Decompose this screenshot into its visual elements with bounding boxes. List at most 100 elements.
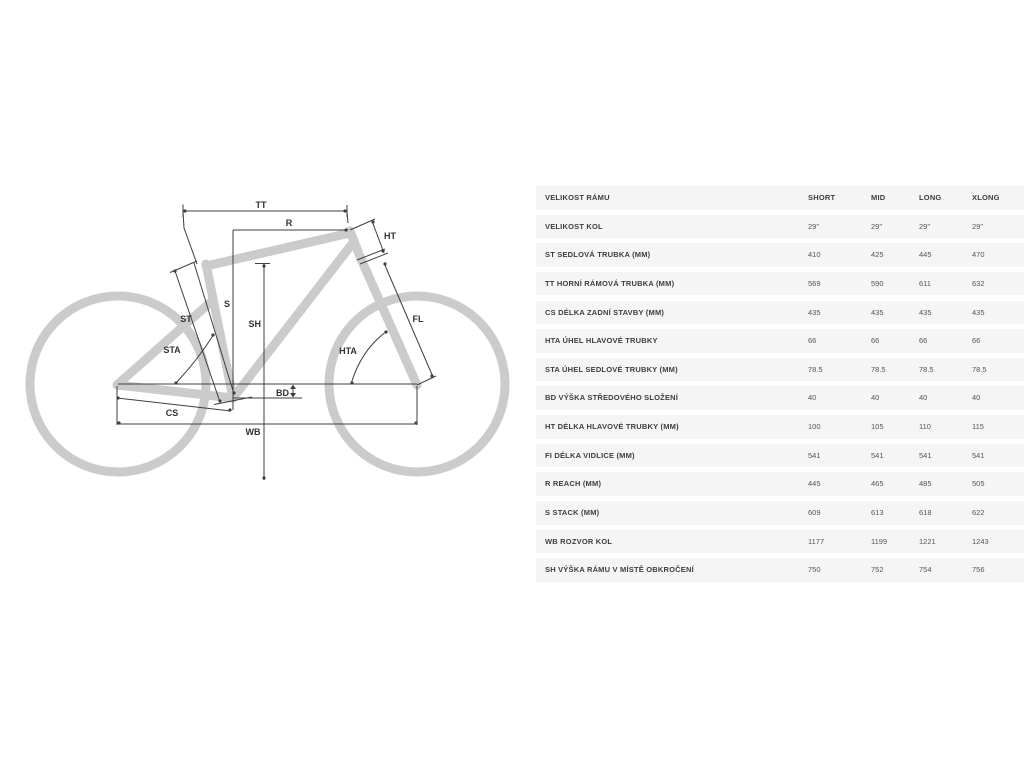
- row-label: STA ÚHEL SEDLOVÉ TRUBKY (MM): [545, 364, 678, 374]
- downtube: [228, 239, 357, 403]
- bike-geometry-diagram: TT R HT S SH ST STA FL HTA BD CS WB: [25, 200, 510, 480]
- cell-value: 505: [972, 479, 985, 489]
- cell-value: 613: [871, 508, 884, 518]
- row-label: VELIKOST KOL: [545, 221, 603, 231]
- cell-value: 66: [808, 336, 817, 346]
- fl-dimension: [383, 262, 437, 386]
- label-bd: BD: [276, 388, 289, 398]
- label-s: S: [224, 299, 230, 309]
- cell-value: 485: [919, 479, 932, 489]
- cell-value: 1221: [919, 536, 936, 546]
- cell-value: 435: [919, 307, 932, 317]
- row-label: FI DÉLKA VIDLICE (MM): [545, 450, 635, 460]
- label-st: ST: [180, 314, 192, 324]
- sta-angle-arc: [174, 333, 215, 385]
- cell-value: 29": [808, 221, 820, 231]
- table-header-label: VELIKOST RÁMU: [545, 193, 610, 202]
- table-row: WB ROZVOR KOL 1177 1199 1221 1243: [536, 529, 1024, 554]
- cell-value: 78.5: [871, 364, 886, 374]
- bd-arrow-down: [290, 393, 296, 398]
- cell-value: 590: [871, 278, 884, 288]
- table-row: TT HORNÍ RÁMOVÁ TRUBKA (MM) 569 590 611 632: [536, 271, 1024, 296]
- dimension-markers: [116, 209, 434, 480]
- bd-arrow-up: [290, 384, 296, 389]
- cell-value: 470: [972, 250, 985, 260]
- cell-value: 66: [919, 336, 928, 346]
- cell-value: 425: [871, 250, 884, 260]
- label-cs: CS: [166, 408, 179, 418]
- row-label: CS DÉLKA ZADNÍ STAVBY (MM): [545, 307, 665, 317]
- seatstay: [112, 295, 218, 390]
- cell-value: 110: [919, 422, 931, 432]
- cell-value: 66: [871, 336, 880, 346]
- cell-value: 100: [808, 422, 821, 432]
- cell-value: 541: [871, 450, 884, 460]
- table-row: HT DÉLKA HLAVOVÉ TRUBKY (MM) 100 105 110 115: [536, 415, 1024, 439]
- cell-value: 78.5: [972, 364, 987, 374]
- ht-dimension: [349, 218, 385, 254]
- table-row: FI DÉLKA VIDLICE (MM) 541 541 541 541: [536, 443, 1024, 468]
- row-label: HTA ÚHEL HLAVOVÉ TRUBKY: [545, 336, 658, 346]
- fork-crown-ticks: [356, 248, 389, 265]
- cell-value: 40: [808, 393, 817, 403]
- geometry-table: VELIKOST RÁMU SHORT MID LONG XLONG VELIKOST K…: [536, 186, 1024, 587]
- sh-dimension: [255, 263, 270, 480]
- hta-angle-arc: [350, 330, 388, 385]
- row-label: TT HORNÍ RÁMOVÁ TRUBKA (MM): [545, 278, 675, 288]
- seattube-extension-line: [182, 210, 198, 265]
- table-row: BD VÝŠKA STŘEDOVÉHO SLOŽENÍ 40 40 40 40: [536, 386, 1024, 410]
- cell-value: 78.5: [919, 364, 934, 374]
- row-label: BD VÝŠKA STŘEDOVÉHO SLOŽENÍ: [545, 393, 679, 403]
- headtube-extension-line: [346, 211, 349, 224]
- table-row: S STACK (MM) 609 613 618 622: [536, 501, 1024, 525]
- cell-value: 40: [972, 393, 981, 403]
- cs-dimension: [116, 397, 232, 412]
- row-label: SH VÝŠKA RÁMU V MÍSTĚ OBKROČENÍ: [545, 565, 694, 575]
- label-wb: WB: [246, 427, 261, 437]
- row-label: HT DÉLKA HLAVOVÉ TRUBKY (MM): [545, 422, 679, 432]
- cell-value: 435: [972, 307, 985, 317]
- cell-value: 29": [972, 221, 984, 231]
- label-fl: FL: [413, 314, 424, 324]
- headtube-fork: [345, 226, 422, 390]
- cell-value: 40: [871, 393, 880, 403]
- table-row: ST SEDLOVÁ TRUBKA (MM) 410 425 445 470: [536, 243, 1024, 267]
- label-tt: TT: [256, 200, 267, 210]
- cell-value: 29": [871, 221, 883, 231]
- table-row: HTA ÚHEL HLAVOVÉ TRUBKY 66 66 66 66: [536, 329, 1024, 353]
- cell-value: 78.5: [808, 364, 823, 374]
- cell-value: 115: [972, 422, 984, 432]
- column-header: XLONG: [972, 193, 1000, 202]
- cell-value: 445: [808, 479, 821, 489]
- column-header: MID: [871, 193, 886, 202]
- cell-value: 632: [972, 278, 985, 288]
- cell-value: 622: [972, 508, 985, 518]
- bike-frame: [112, 226, 422, 403]
- row-label: WB ROZVOR KOL: [545, 536, 613, 546]
- dimension-lines: [116, 204, 437, 480]
- row-label: S STACK (MM): [545, 508, 600, 518]
- cell-value: 29": [919, 221, 931, 231]
- cell-value: 569: [808, 278, 821, 288]
- cell-value: 435: [871, 307, 884, 317]
- table-row: SH VÝŠKA RÁMU V MÍSTĚ OBKROČENÍ 750 752 754…: [536, 558, 1024, 582]
- cell-value: 105: [871, 422, 884, 432]
- row-label: R REACH (MM): [545, 479, 602, 489]
- cell-value: 435: [808, 307, 821, 317]
- table-header-row: VELIKOST RÁMU SHORT MID LONG XLONG: [536, 186, 1024, 210]
- table-row: STA ÚHEL SEDLOVÉ TRUBKY (MM) 78.5 78.5 78.5…: [536, 357, 1024, 382]
- row-label: ST SEDLOVÁ TRUBKA (MM): [545, 250, 651, 260]
- wb-dimension: [116, 386, 418, 425]
- cell-value: 611: [919, 278, 931, 288]
- cell-value: 618: [919, 508, 932, 518]
- cell-value: 541: [808, 450, 821, 460]
- cell-value: 756: [972, 565, 985, 575]
- table-row: VELIKOST KOL 29" 29" 29" 29": [536, 214, 1024, 239]
- cell-value: 754: [919, 565, 932, 575]
- dimension-labels: TT R HT S SH ST STA FL HTA BD CS WB: [163, 200, 424, 437]
- toptube: [201, 228, 355, 271]
- label-hta: HTA: [339, 346, 357, 356]
- cell-value: 752: [871, 565, 884, 575]
- column-header: LONG: [919, 193, 942, 202]
- table-row: CS DÉLKA ZADNÍ STAVBY (MM) 435 435 435 435: [536, 300, 1024, 325]
